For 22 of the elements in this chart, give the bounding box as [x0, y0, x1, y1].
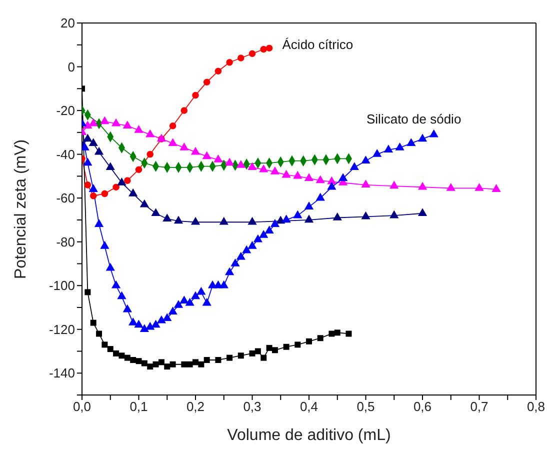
y-tick-label: -100 — [48, 278, 75, 294]
y-tick-label: 20 — [60, 16, 75, 31]
x-tick-label: 0,4 — [300, 399, 318, 414]
y-axis-title: Potencial zeta (mV) — [12, 139, 30, 279]
x-tick-label: 0,2 — [186, 399, 205, 414]
x-axis-title: Volume de aditivo (mL) — [227, 427, 391, 444]
series-label: Ácido cítrico — [282, 36, 354, 52]
x-tick-label: 0,8 — [526, 399, 546, 414]
y-tick-label: -120 — [48, 322, 75, 337]
y-tick-label: 0 — [68, 59, 75, 74]
series-label: Silicato de sódio — [366, 112, 462, 127]
y-tick-label: -140 — [48, 366, 75, 381]
x-tick-label: 0,0 — [72, 399, 92, 414]
x-tick-label: 0,6 — [413, 399, 432, 414]
x-tick-label: 0,1 — [130, 399, 148, 414]
y-tick-label: -80 — [56, 234, 75, 250]
x-tick-label: 0,3 — [243, 399, 262, 414]
y-tick-label: -20 — [56, 103, 75, 118]
x-tick-label: 0,5 — [356, 399, 375, 414]
x-tick-label: 0,7 — [470, 399, 488, 414]
y-tick-label: -60 — [56, 190, 75, 206]
y-tick-label: -40 — [56, 146, 75, 162]
